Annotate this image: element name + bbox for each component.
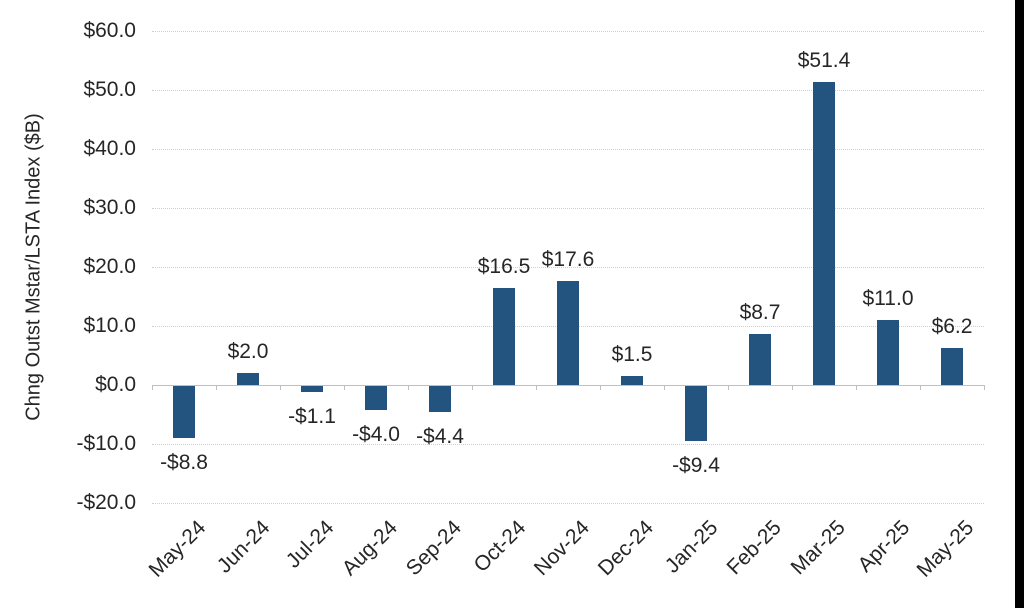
- bar: [813, 81, 835, 385]
- x-axis-tick-mark: [792, 385, 793, 390]
- x-tick-label: Aug-24: [338, 516, 403, 581]
- x-axis-tick-mark: [664, 385, 665, 390]
- bar-value-label: $16.5: [477, 254, 531, 278]
- x-axis-tick-mark: [600, 385, 601, 390]
- gridline: [152, 90, 984, 91]
- x-tick-label: Jun-24: [212, 516, 275, 578]
- x-axis-tick-mark: [408, 385, 409, 390]
- x-tick-label: Nov-24: [530, 516, 595, 581]
- bar: [749, 333, 771, 385]
- y-tick-label: -$20.0: [76, 491, 136, 514]
- y-tick-label: -$10.0: [76, 432, 136, 455]
- x-tick-label: May-25: [912, 516, 979, 582]
- x-axis-tick-mark: [536, 385, 537, 390]
- gridline: [152, 503, 984, 504]
- bar-value-label: -$1.1: [288, 405, 336, 429]
- x-tick-label: Mar-25: [786, 516, 851, 580]
- y-tick-label: $20.0: [83, 255, 136, 278]
- bar: [621, 376, 643, 385]
- gridline: [152, 208, 984, 209]
- bar-value-label: -$8.8: [160, 450, 208, 474]
- x-tick-label: Dec-24: [594, 516, 659, 581]
- x-axis-tick-mark: [920, 385, 921, 390]
- y-tick-label: $30.0: [83, 196, 136, 219]
- gridline: [152, 31, 984, 32]
- y-tick-label: $50.0: [83, 78, 136, 101]
- bar-value-label: $2.0: [227, 340, 269, 364]
- x-tick-label: Apr-25: [853, 516, 915, 577]
- bar-value-label: $8.7: [739, 300, 781, 324]
- x-tick-label: Jan-25: [660, 516, 723, 578]
- gridline: [152, 444, 984, 445]
- bar-value-label: -$4.0: [352, 422, 400, 446]
- bar: [301, 386, 323, 393]
- gridline: [152, 267, 984, 268]
- bar: [365, 386, 387, 410]
- y-tick-label: $10.0: [83, 314, 136, 337]
- bar: [493, 287, 515, 385]
- bar: [877, 320, 899, 385]
- x-tick-label: Sep-24: [402, 516, 467, 581]
- bar: [173, 386, 195, 438]
- bar-value-label: $51.4: [797, 48, 851, 72]
- bar-value-label: $11.0: [862, 287, 914, 311]
- x-tick-label: May-24: [144, 516, 211, 582]
- x-tick-label: Oct-24: [469, 516, 531, 577]
- x-axis-tick-mark: [856, 385, 857, 390]
- bar-value-label: $17.6: [541, 248, 595, 272]
- screen-edge-strip: [1015, 0, 1024, 608]
- gridline: [152, 149, 984, 150]
- x-tick-label: Feb-25: [722, 516, 787, 580]
- y-tick-label: $40.0: [83, 137, 136, 160]
- bar: [237, 373, 259, 385]
- x-axis-tick-mark: [216, 385, 217, 390]
- bar: [557, 281, 579, 385]
- bar-value-label: -$4.4: [416, 424, 464, 448]
- bar-value-label: $6.2: [931, 315, 973, 339]
- x-axis-tick-mark: [984, 385, 985, 390]
- bar: [941, 348, 963, 385]
- x-axis-tick-mark: [472, 385, 473, 390]
- x-axis-tick-mark: [728, 385, 729, 390]
- x-axis-tick-mark: [280, 385, 281, 390]
- bar: [429, 386, 451, 412]
- bar-value-label: -$9.4: [672, 454, 720, 478]
- bar: [685, 386, 707, 442]
- x-tick-label: Jul-24: [281, 516, 339, 573]
- x-axis-tick-mark: [152, 385, 153, 390]
- x-axis-tick-mark: [344, 385, 345, 390]
- y-tick-label: $60.0: [83, 19, 136, 42]
- y-tick-label: $0.0: [95, 373, 136, 396]
- x-axis-line: [152, 385, 984, 386]
- bar-value-label: $1.5: [611, 343, 653, 367]
